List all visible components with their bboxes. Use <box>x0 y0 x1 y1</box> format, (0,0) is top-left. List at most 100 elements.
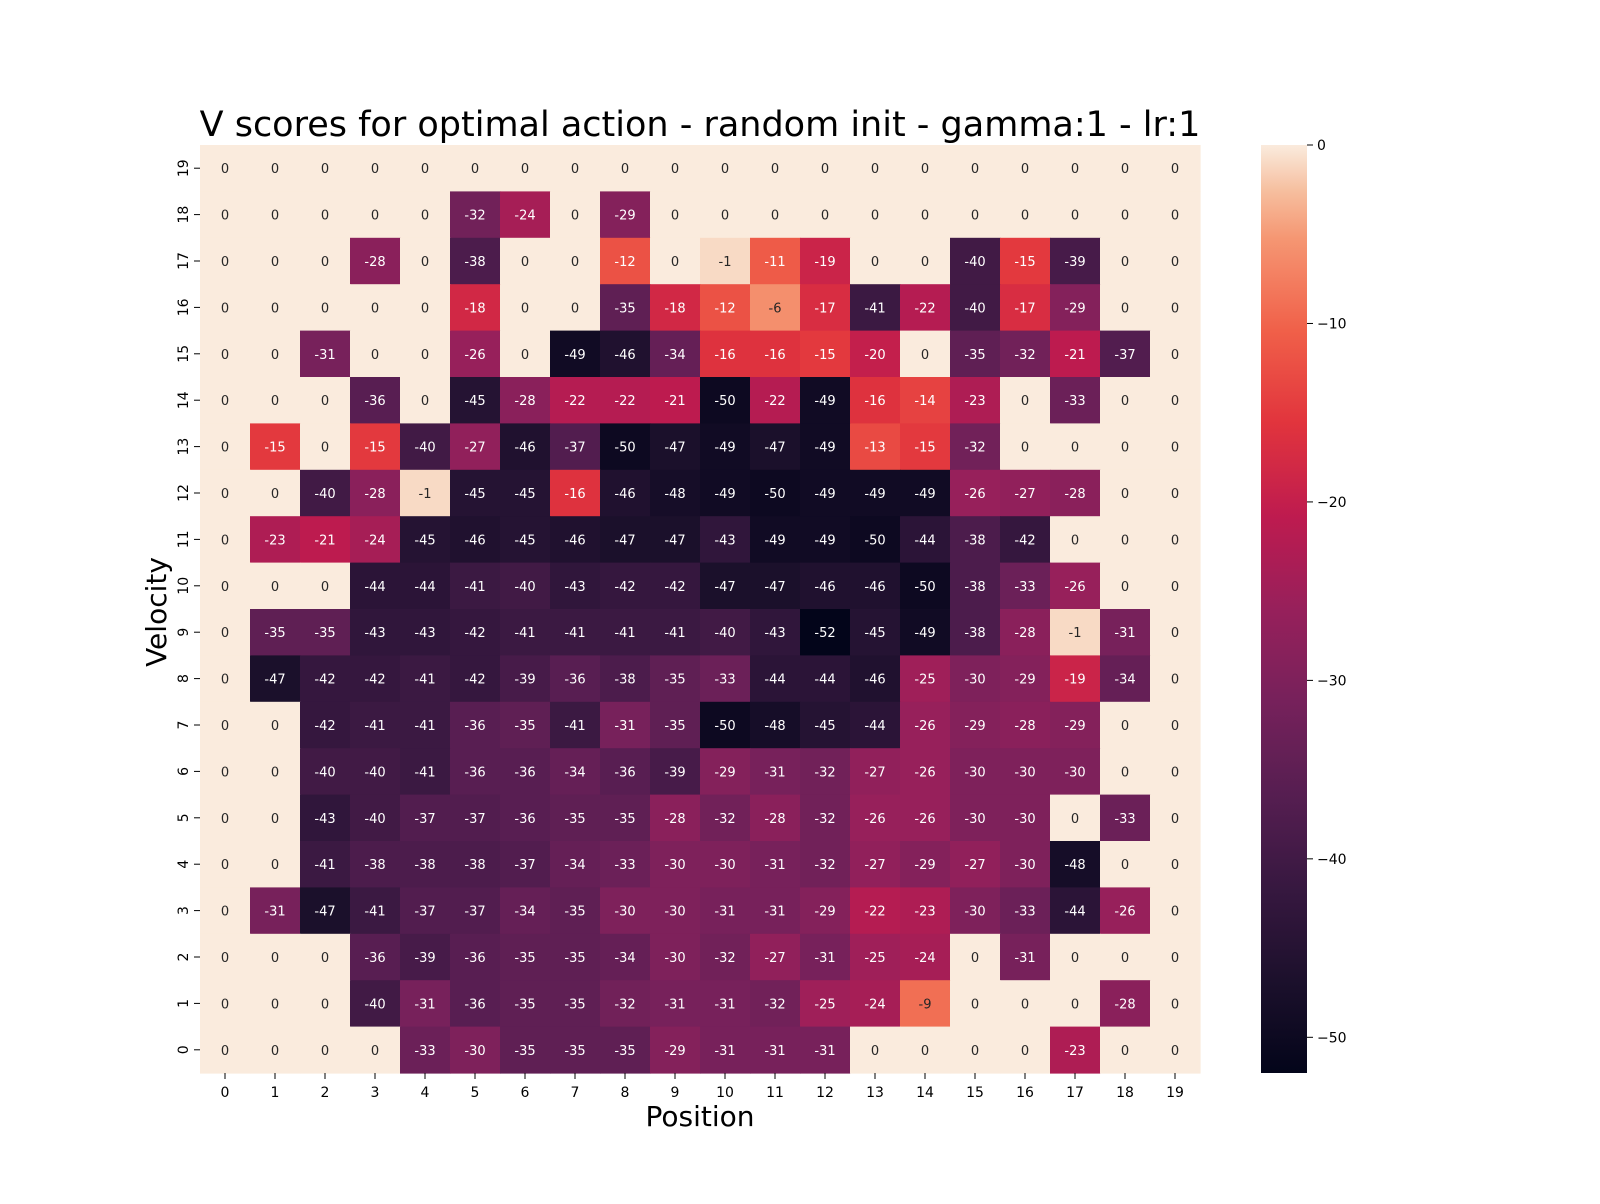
x-axis-label: Position <box>645 1100 754 1133</box>
cell-value-label: -36 <box>564 673 585 688</box>
heatmap-cell <box>1150 933 1201 981</box>
cell-value-label: 0 <box>1171 533 1179 548</box>
heatmap-cell <box>250 145 301 192</box>
cell-value-label: 0 <box>271 719 279 734</box>
heatmap-cell <box>1050 423 1101 471</box>
cell-value-label: -30 <box>1014 765 1035 780</box>
heatmap-cell <box>1050 794 1101 842</box>
cell-value-label: 0 <box>271 765 279 780</box>
cell-value-label: -45 <box>514 487 535 502</box>
cell-value-label: 0 <box>1121 858 1129 873</box>
cell-value-label: -49 <box>714 441 735 456</box>
heatmap-cell <box>950 748 1001 796</box>
cell-value-label: -41 <box>414 719 435 734</box>
cell-value-label: -35 <box>664 673 685 688</box>
heatmap-cell <box>700 655 751 703</box>
cell-value-label: -34 <box>514 905 535 920</box>
cell-value-label: 0 <box>221 162 229 177</box>
y-tick-label: 17 <box>176 252 192 270</box>
cell-value-label: 0 <box>271 1044 279 1059</box>
heatmap-cell <box>750 1026 801 1074</box>
heatmap-cell <box>950 794 1001 842</box>
heatmap-cell <box>850 330 901 378</box>
heatmap-cell <box>800 933 851 981</box>
cell-value-label: -49 <box>914 626 935 641</box>
cell-value-label: -34 <box>614 951 635 966</box>
heatmap-cell <box>1100 841 1151 888</box>
cell-value-label: -15 <box>1014 255 1035 270</box>
y-tick-label: 11 <box>176 530 192 548</box>
cell-value-label: -27 <box>1014 487 1035 502</box>
cell-value-label: 0 <box>371 301 379 316</box>
cell-value-label: -29 <box>814 905 835 920</box>
heatmap-cell <box>800 562 851 610</box>
cell-value-label: -32 <box>964 441 985 456</box>
cell-value-label: -38 <box>964 533 985 548</box>
cell-value-label: -47 <box>314 905 335 920</box>
cell-value-label: 0 <box>1171 719 1179 734</box>
cell-value-label: -36 <box>514 812 535 827</box>
cell-value-label: -17 <box>1014 301 1035 316</box>
cell-value-label: 0 <box>271 858 279 873</box>
cell-value-label: -35 <box>514 1044 535 1059</box>
heatmap-cell <box>400 237 451 285</box>
heatmap-cell <box>1100 516 1151 564</box>
cell-value-label: -46 <box>864 580 885 595</box>
heatmap-cell <box>850 841 901 888</box>
heatmap-cell <box>500 284 551 332</box>
heatmap-cell <box>450 423 501 471</box>
cell-value-label: 0 <box>871 162 879 177</box>
heatmap-cell <box>850 980 901 1028</box>
cell-value-label: -40 <box>964 255 985 270</box>
cell-value-label: -28 <box>664 812 685 827</box>
cell-value-label: -49 <box>814 394 835 409</box>
heatmap-cell <box>350 794 401 842</box>
heatmap-cell <box>550 794 601 842</box>
cell-value-label: -44 <box>414 580 435 595</box>
x-tick-label: 12 <box>816 1085 834 1101</box>
y-tick-label: 5 <box>176 813 192 822</box>
heatmap-cell <box>800 748 851 796</box>
heatmap-cell <box>300 423 351 471</box>
cell-value-label: -30 <box>964 673 985 688</box>
heatmap-cell <box>1000 655 1051 703</box>
heatmap-cell <box>350 377 401 424</box>
cell-value-label: -37 <box>464 812 485 827</box>
x-tick-label: 5 <box>471 1085 480 1101</box>
heatmap-cell <box>400 701 451 749</box>
cell-value-label: 0 <box>971 1044 979 1059</box>
cell-value-label: -30 <box>614 905 635 920</box>
cell-value-label: -32 <box>814 765 835 780</box>
cell-value-label: -21 <box>1064 348 1085 363</box>
heatmap-cell <box>350 933 401 981</box>
heatmap-cell <box>1100 1026 1151 1074</box>
heatmap-cell <box>400 609 451 656</box>
cell-value-label: 0 <box>221 533 229 548</box>
heatmap-cell <box>400 330 451 378</box>
cell-value-label: 0 <box>321 394 329 409</box>
cell-value-label: -43 <box>314 812 335 827</box>
heatmap-cell <box>350 191 401 239</box>
cell-value-label: 0 <box>1071 162 1079 177</box>
cell-value-label: -22 <box>764 394 785 409</box>
cell-value-label: -39 <box>414 951 435 966</box>
cell-value-label: -42 <box>314 719 335 734</box>
heatmap-cell <box>1150 794 1201 842</box>
cell-value-label: -31 <box>414 997 435 1012</box>
heatmap-cell <box>1150 284 1201 332</box>
heatmap-cell <box>950 655 1001 703</box>
cell-value-label: -45 <box>414 533 435 548</box>
cell-value-label: -9 <box>919 997 932 1012</box>
cell-value-label: -30 <box>1014 812 1035 827</box>
cell-value-label: -41 <box>314 858 335 873</box>
heatmap-cell <box>400 980 451 1028</box>
x-tick-label: 14 <box>916 1085 934 1101</box>
cell-value-label: -15 <box>364 441 385 456</box>
heatmap-cell <box>500 655 551 703</box>
cell-value-label: -38 <box>614 673 635 688</box>
cell-value-label: 0 <box>1071 441 1079 456</box>
cell-value-label: 0 <box>1171 348 1179 363</box>
cell-value-label: -34 <box>1114 673 1135 688</box>
y-tick-label: 10 <box>176 577 192 595</box>
heatmap-cell <box>550 516 601 564</box>
